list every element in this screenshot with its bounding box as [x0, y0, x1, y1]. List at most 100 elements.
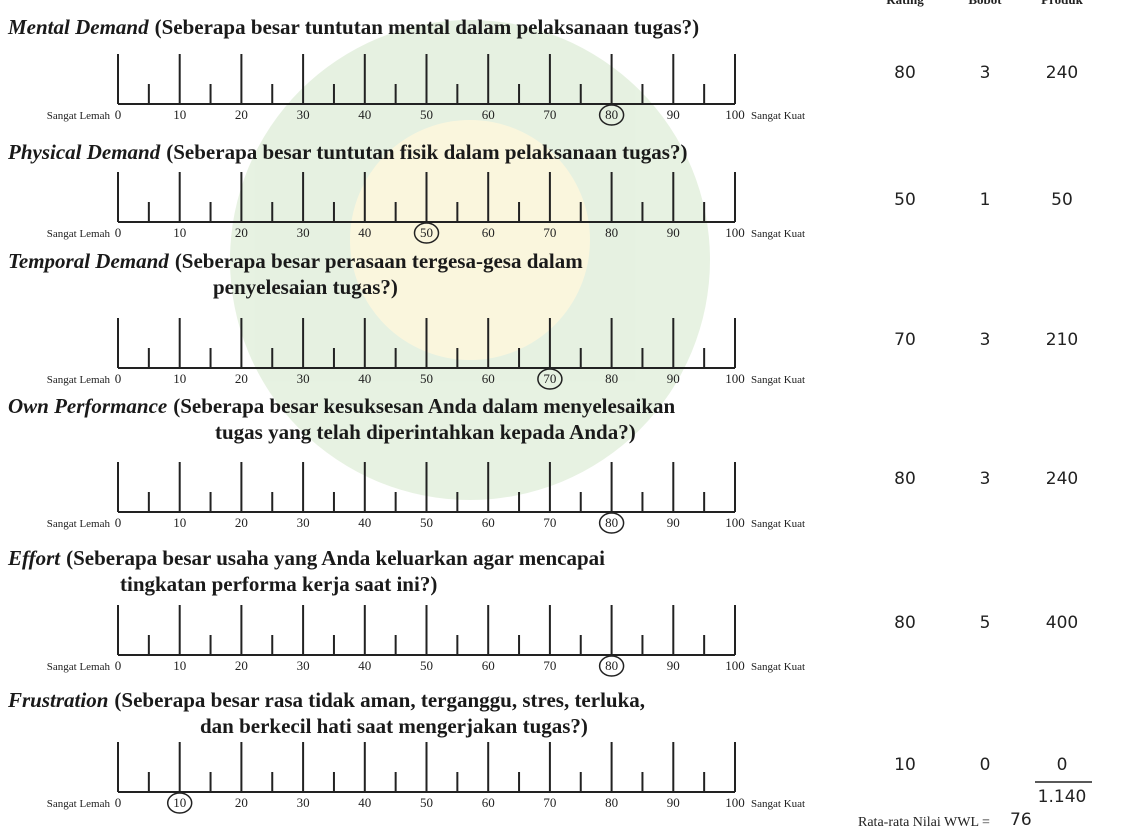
scale-label: 20 [235, 371, 248, 386]
item: Temporal Demand (Seberapa besar perasaan … [8, 249, 1078, 390]
scale-label: 30 [297, 107, 310, 122]
circled-answer [598, 512, 625, 534]
circled-answer [166, 792, 193, 814]
circled-answer [413, 222, 440, 244]
handwritten-weight: 3 [980, 469, 991, 489]
handwritten-weight: 0 [980, 755, 991, 775]
circled-answer [537, 368, 563, 390]
item-title: Mental Demand (Seberapa besar tuntutan me… [7, 15, 699, 39]
scale-label: 50 [420, 371, 433, 386]
item-name: Frustration [7, 688, 108, 712]
handwritten-product: 240 [1046, 469, 1078, 489]
scale-label: 80 [605, 225, 618, 240]
scale-label: 100 [725, 795, 745, 810]
handwritten-product: 400 [1046, 613, 1078, 633]
item-name: Physical Demand [7, 140, 161, 164]
handwritten-product: 0 [1057, 755, 1068, 775]
scale-right-label: Sangat Kuat [751, 228, 805, 240]
footer-label: Rata-rata Nilai WWL = [858, 815, 990, 830]
scale-label: 10 [173, 225, 186, 240]
scale-label: 30 [297, 225, 310, 240]
scale-left-label: Sangat Lemah [47, 661, 111, 673]
scale-label: 80 [605, 371, 618, 386]
scale-label: 0 [115, 225, 122, 240]
item-title: Frustration (Seberapa besar rasa tidak am… [7, 688, 645, 712]
item-name: Own Performance [8, 394, 167, 418]
scale-label: 40 [358, 107, 371, 122]
scale-label: 10 [173, 795, 186, 810]
handwritten-product: 50 [1051, 190, 1073, 210]
item: Physical Demand (Seberapa besar tuntutan … [7, 140, 1073, 244]
handwritten-rating: 10 [894, 755, 916, 775]
item: Frustration (Seberapa besar rasa tidak am… [7, 688, 1068, 814]
scale-left-label: Sangat Lemah [47, 798, 111, 810]
item-title: Own Performance (Seberapa besar kesuksesa… [8, 394, 676, 418]
question-text: (Seberapa besar tuntutan mental dalam pe… [155, 15, 700, 39]
scale-right-label: Sangat Kuat [751, 798, 805, 810]
handwritten-product: 210 [1046, 330, 1078, 350]
item: Effort (Seberapa besar usaha yang Anda ke… [7, 546, 1078, 677]
scale-right-label: Sangat Kuat [751, 374, 805, 386]
scale-label: 90 [667, 515, 680, 530]
question-text: (Seberapa besar perasaan tergesa-gesa da… [175, 249, 583, 273]
scale-label: 30 [297, 371, 310, 386]
scale-label: 10 [173, 107, 186, 122]
handwritten-rating: 80 [894, 469, 916, 489]
scale-label: 0 [115, 107, 122, 122]
item-title: Effort (Seberapa besar usaha yang Anda ke… [7, 546, 605, 570]
scale-label: 40 [358, 371, 371, 386]
item-title: Temporal Demand (Seberapa besar perasaan … [8, 249, 583, 273]
question-text: (Seberapa besar rasa tidak aman, tergang… [114, 688, 645, 712]
scale-label: 100 [725, 371, 745, 386]
total: 1.140 [1038, 787, 1087, 807]
scale-label: 50 [420, 107, 433, 122]
item-name: Effort [7, 546, 61, 570]
scale-label: 60 [482, 658, 495, 673]
circled-answer [598, 104, 625, 126]
question-line: dan berkecil hati saat mengerjakan tugas… [200, 714, 588, 738]
scale-label: 70 [543, 107, 556, 122]
scale-label: 10 [173, 515, 186, 530]
handwritten-rating: 80 [894, 63, 916, 83]
watermark [230, 20, 710, 500]
scale-label: 70 [543, 658, 556, 673]
scale-label: 70 [543, 371, 556, 386]
column-header: Produk [1041, 0, 1083, 7]
scale-label: 100 [725, 658, 745, 673]
question-line: tugas yang telah diperintahkan kepada An… [215, 420, 636, 444]
scale-label: 40 [358, 225, 371, 240]
scale-label: 100 [725, 515, 745, 530]
scale-label: 0 [115, 658, 122, 673]
scale-label: 0 [115, 795, 122, 810]
scale-label: 90 [667, 658, 680, 673]
scale-label: 50 [420, 795, 433, 810]
handwritten-product: 240 [1046, 63, 1078, 83]
column-header: Rating [886, 0, 924, 7]
scale-right-label: Sangat Kuat [751, 661, 805, 673]
scale-label: 60 [482, 515, 495, 530]
scale-label: 90 [667, 107, 680, 122]
scale-label: 20 [235, 658, 248, 673]
item-name: Temporal Demand [8, 249, 169, 273]
scale-left-label: Sangat Lemah [47, 110, 111, 122]
handwritten-weight: 5 [980, 613, 991, 633]
item-title: Physical Demand (Seberapa besar tuntutan … [7, 140, 687, 164]
scale-label: 70 [543, 515, 556, 530]
scale-right-label: Sangat Kuat [751, 518, 805, 530]
item: Mental Demand (Seberapa besar tuntutan me… [7, 15, 1078, 126]
scale-label: 30 [297, 658, 310, 673]
scale-label: 60 [482, 225, 495, 240]
circled-answer [598, 655, 625, 677]
column-header: Bobot [968, 0, 1002, 7]
scale-label: 100 [725, 107, 745, 122]
scale-label: 20 [235, 515, 248, 530]
scale-label: 80 [605, 795, 618, 810]
scale-label: 50 [420, 658, 433, 673]
handwritten-rating: 80 [894, 613, 916, 633]
scale-label: 40 [358, 658, 371, 673]
scale-label: 10 [173, 371, 186, 386]
scale-label: 70 [543, 795, 556, 810]
scale-left-label: Sangat Lemah [47, 374, 111, 386]
scale-label: 90 [667, 795, 680, 810]
